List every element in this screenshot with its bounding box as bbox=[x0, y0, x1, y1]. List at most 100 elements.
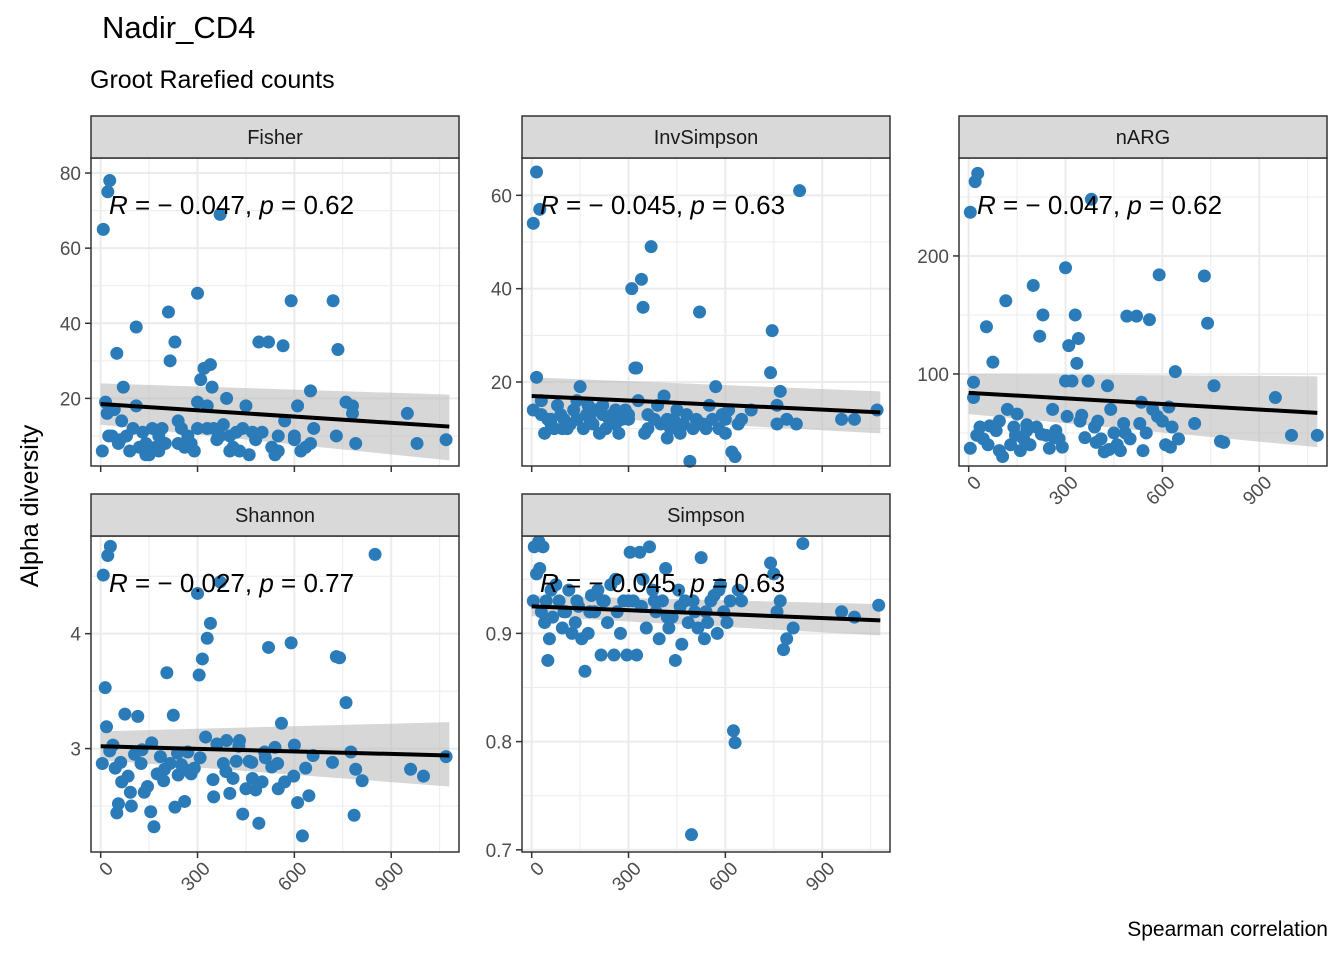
data-point bbox=[191, 421, 205, 435]
data-point bbox=[1284, 428, 1298, 442]
data-point bbox=[110, 346, 124, 360]
data-point bbox=[530, 165, 544, 179]
data-point bbox=[349, 436, 363, 450]
data-point bbox=[644, 240, 658, 254]
data-point bbox=[652, 632, 666, 646]
data-point bbox=[526, 594, 540, 608]
facet-strip bbox=[90, 115, 460, 159]
data-point bbox=[555, 621, 569, 635]
data-point bbox=[963, 441, 977, 455]
stat-label: R = − 0.045, p = 0.63 bbox=[540, 568, 785, 598]
data-point bbox=[660, 412, 674, 426]
data-point bbox=[1036, 308, 1050, 322]
data-point bbox=[999, 294, 1013, 308]
data-point bbox=[284, 294, 298, 308]
data-point bbox=[262, 640, 276, 654]
y-tick-label: 0.7 bbox=[486, 841, 512, 862]
data-point bbox=[1133, 417, 1147, 431]
facet-strip bbox=[958, 115, 1328, 159]
data-point bbox=[633, 545, 647, 559]
data-point bbox=[168, 800, 182, 814]
data-point bbox=[764, 556, 778, 570]
data-point bbox=[1268, 391, 1282, 405]
data-point bbox=[153, 750, 167, 764]
facet-strip-label: nARG bbox=[1116, 127, 1170, 149]
data-point bbox=[578, 664, 592, 678]
data-point bbox=[1197, 269, 1211, 283]
facet-strip-label: Shannon bbox=[235, 505, 315, 527]
confidence-band bbox=[100, 722, 450, 787]
data-point bbox=[163, 354, 177, 368]
data-point bbox=[675, 637, 689, 651]
data-point bbox=[1136, 444, 1150, 458]
data-point bbox=[555, 422, 569, 436]
data-point bbox=[255, 425, 269, 439]
data-point bbox=[538, 426, 552, 440]
data-point bbox=[180, 763, 194, 777]
data-point bbox=[147, 820, 161, 834]
data-point bbox=[684, 828, 698, 842]
data-point bbox=[643, 540, 657, 554]
y-tick-label: 4 bbox=[70, 625, 81, 646]
data-point bbox=[963, 205, 977, 219]
data-point bbox=[239, 399, 253, 413]
data-point bbox=[123, 785, 137, 799]
data-point bbox=[274, 716, 288, 730]
data-point bbox=[325, 755, 339, 769]
data-point bbox=[526, 216, 540, 230]
data-point bbox=[1000, 402, 1014, 416]
data-point bbox=[329, 429, 343, 443]
data-point bbox=[1104, 402, 1118, 416]
data-point bbox=[404, 762, 418, 776]
data-point bbox=[607, 648, 621, 662]
y-tick-label: 3 bbox=[70, 740, 81, 761]
data-point bbox=[206, 773, 220, 787]
data-point bbox=[304, 384, 318, 398]
data-point bbox=[355, 774, 369, 788]
data-point bbox=[686, 594, 700, 608]
data-point bbox=[252, 816, 266, 830]
data-point bbox=[304, 436, 318, 450]
x-tick-label: 900 bbox=[802, 858, 839, 895]
panel-fisher: R = − 0.047, p = 0.62 Fisher 20 40 60 80 bbox=[60, 115, 460, 472]
data-point bbox=[622, 594, 636, 608]
data-point bbox=[1010, 407, 1024, 421]
data-point bbox=[166, 708, 180, 722]
data-point bbox=[242, 448, 256, 462]
data-point bbox=[789, 417, 803, 431]
data-point bbox=[416, 769, 430, 783]
x-tick-label: 900 bbox=[1239, 472, 1276, 509]
data-point bbox=[872, 598, 886, 612]
data-point bbox=[103, 539, 117, 553]
y-tick-label: 200 bbox=[917, 247, 949, 268]
data-point bbox=[98, 681, 112, 695]
data-point bbox=[191, 286, 205, 300]
y-tick-label: 20 bbox=[60, 389, 81, 410]
regression-line bbox=[100, 402, 450, 429]
data-point bbox=[986, 355, 1000, 369]
data-point bbox=[609, 572, 623, 586]
data-point bbox=[203, 358, 217, 372]
data-point bbox=[701, 616, 715, 630]
facet-strip-label: InvSimpson bbox=[654, 127, 759, 149]
data-point bbox=[271, 444, 285, 458]
data-point bbox=[780, 412, 794, 426]
data-point bbox=[1073, 414, 1087, 428]
data-point bbox=[1059, 261, 1073, 275]
data-point bbox=[533, 202, 547, 216]
data-point bbox=[539, 594, 553, 608]
data-point bbox=[121, 769, 135, 783]
data-point bbox=[1008, 428, 1022, 442]
data-point bbox=[140, 780, 154, 794]
data-point bbox=[1165, 420, 1179, 434]
data-point bbox=[118, 707, 132, 721]
data-point bbox=[157, 774, 171, 788]
data-point bbox=[199, 730, 213, 744]
data-point bbox=[152, 429, 166, 443]
data-point bbox=[195, 652, 209, 666]
data-point bbox=[573, 380, 587, 394]
data-point bbox=[786, 621, 800, 635]
data-point bbox=[533, 561, 547, 575]
data-point bbox=[609, 403, 623, 417]
data-point bbox=[773, 384, 787, 398]
